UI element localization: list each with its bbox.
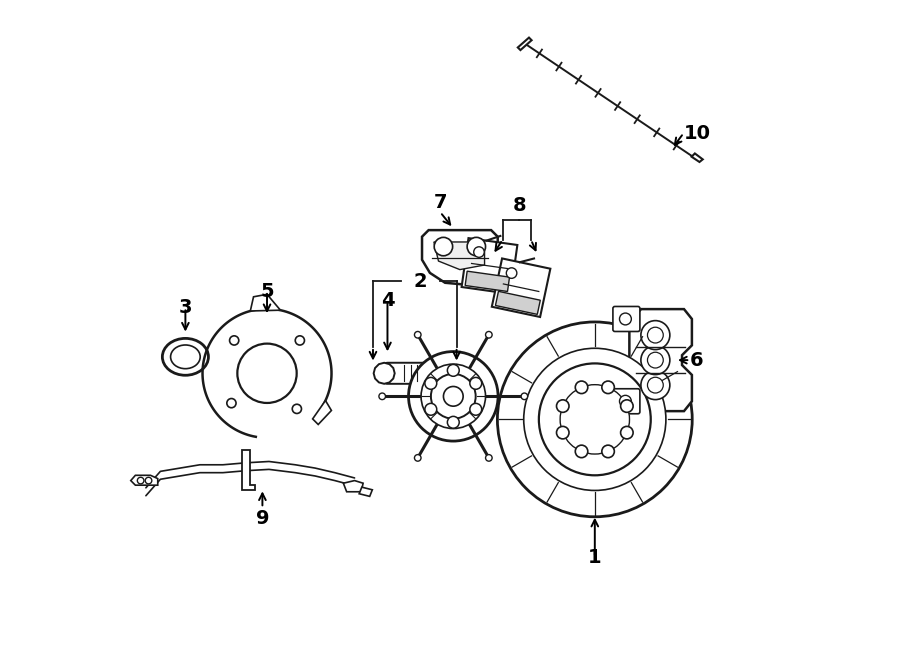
Text: 10: 10: [683, 124, 710, 143]
Text: 1: 1: [588, 548, 601, 567]
Polygon shape: [691, 153, 703, 162]
Ellipse shape: [171, 345, 200, 369]
Circle shape: [444, 387, 464, 406]
Polygon shape: [422, 230, 498, 286]
Circle shape: [238, 344, 297, 403]
Circle shape: [507, 268, 517, 278]
Circle shape: [521, 393, 527, 400]
Circle shape: [473, 247, 484, 257]
Polygon shape: [491, 258, 551, 317]
Circle shape: [556, 426, 569, 439]
Circle shape: [425, 403, 436, 415]
Circle shape: [227, 399, 236, 408]
Circle shape: [447, 364, 459, 376]
Polygon shape: [462, 238, 517, 294]
Ellipse shape: [162, 338, 209, 375]
Circle shape: [470, 377, 482, 389]
Circle shape: [138, 477, 144, 484]
Text: 3: 3: [178, 298, 192, 317]
Polygon shape: [374, 363, 395, 384]
Circle shape: [295, 336, 304, 345]
FancyBboxPatch shape: [613, 307, 640, 331]
Circle shape: [641, 321, 670, 350]
Circle shape: [498, 322, 692, 517]
Text: 9: 9: [256, 508, 269, 527]
Circle shape: [415, 455, 421, 461]
Circle shape: [434, 237, 453, 256]
Polygon shape: [250, 294, 281, 311]
Circle shape: [485, 331, 492, 338]
Polygon shape: [344, 481, 363, 492]
Circle shape: [575, 445, 588, 457]
Circle shape: [572, 397, 617, 442]
Text: 4: 4: [381, 292, 394, 311]
Polygon shape: [518, 38, 532, 50]
Circle shape: [145, 477, 152, 484]
Circle shape: [602, 381, 615, 393]
Circle shape: [647, 327, 663, 343]
Circle shape: [621, 426, 633, 439]
Polygon shape: [629, 309, 692, 411]
Circle shape: [470, 403, 482, 415]
Circle shape: [621, 400, 633, 412]
Circle shape: [602, 445, 615, 457]
Circle shape: [560, 385, 629, 454]
Polygon shape: [434, 242, 484, 270]
Circle shape: [421, 364, 485, 428]
Circle shape: [409, 352, 498, 441]
Polygon shape: [495, 292, 540, 315]
Circle shape: [619, 313, 631, 325]
Polygon shape: [130, 475, 158, 485]
Circle shape: [575, 381, 588, 393]
Circle shape: [641, 346, 670, 375]
Circle shape: [524, 348, 666, 490]
Text: 5: 5: [260, 282, 274, 301]
Circle shape: [431, 374, 476, 418]
Text: 8: 8: [512, 196, 526, 215]
Polygon shape: [242, 450, 256, 490]
Text: 6: 6: [690, 350, 704, 369]
Circle shape: [425, 377, 436, 389]
Circle shape: [647, 377, 663, 393]
Circle shape: [539, 364, 651, 475]
Circle shape: [641, 371, 670, 400]
FancyBboxPatch shape: [385, 363, 427, 384]
Polygon shape: [359, 487, 373, 496]
Circle shape: [447, 416, 459, 428]
Circle shape: [415, 331, 421, 338]
Circle shape: [292, 405, 302, 414]
Polygon shape: [202, 309, 331, 437]
FancyBboxPatch shape: [613, 389, 640, 414]
Circle shape: [556, 400, 569, 412]
Circle shape: [647, 352, 663, 368]
Circle shape: [485, 455, 492, 461]
Polygon shape: [312, 401, 331, 424]
Circle shape: [379, 393, 385, 400]
Circle shape: [467, 237, 485, 256]
Circle shape: [230, 336, 238, 345]
Text: 7: 7: [434, 192, 447, 212]
Polygon shape: [465, 271, 509, 292]
Circle shape: [619, 395, 631, 407]
Text: 2: 2: [414, 272, 427, 291]
